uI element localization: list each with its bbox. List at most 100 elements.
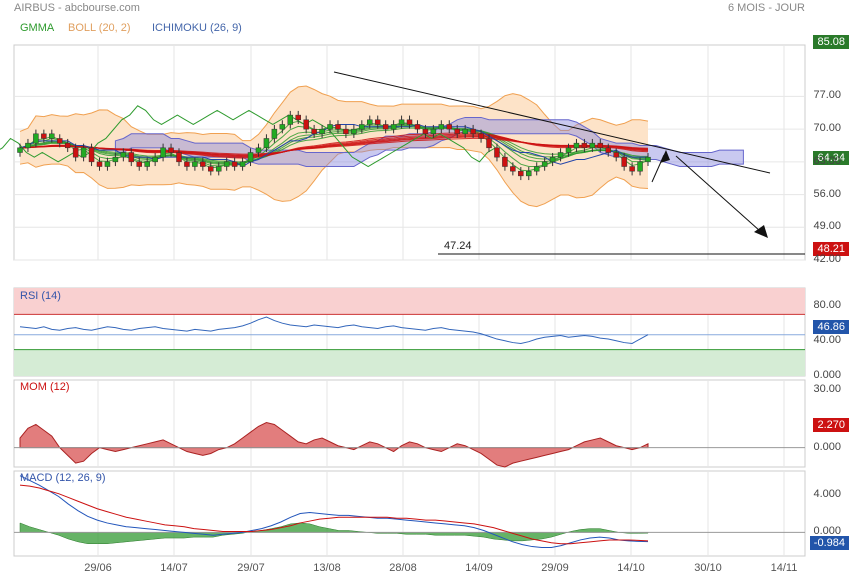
macd-line	[19, 475, 649, 548]
candle-body	[637, 161, 643, 172]
candle-body	[17, 147, 23, 153]
candle-body	[494, 147, 500, 158]
rsi-badge: 46.86	[813, 320, 849, 334]
macd-y-tick: 0.000	[813, 525, 841, 538]
candle-body	[573, 142, 580, 149]
candle-body	[446, 124, 453, 130]
candle-body	[335, 124, 341, 130]
candle-body	[263, 138, 270, 149]
candle-body	[152, 156, 158, 163]
candle-body	[215, 166, 222, 172]
candle-body	[112, 156, 119, 163]
candle-body	[438, 124, 445, 130]
candle-body	[541, 161, 548, 167]
gmma-line	[19, 137, 649, 155]
candle-body	[406, 119, 413, 125]
ichimoku-label: ICHIMOKU (26, 9)	[152, 22, 242, 34]
candle-body	[605, 147, 612, 153]
momentum-area	[19, 422, 649, 468]
candle-body	[49, 133, 55, 139]
candle-body	[414, 124, 421, 130]
candle-body	[239, 161, 246, 167]
y-tick-label: 77.00	[813, 89, 841, 102]
candle-body	[88, 147, 95, 163]
candle-body	[136, 161, 142, 167]
rsi-y-tick: 40.00	[813, 333, 841, 346]
candle-body	[557, 152, 564, 158]
candle-body	[502, 156, 508, 167]
candle-body	[597, 142, 604, 149]
candle-body	[271, 128, 278, 139]
candle-body	[96, 161, 103, 167]
rsi-line	[19, 316, 649, 344]
candle-body	[613, 152, 619, 158]
rsi-y-tick: 0.000	[813, 369, 841, 381]
candle-body	[565, 147, 572, 153]
candle-body	[510, 166, 516, 172]
candle-body	[343, 128, 349, 135]
rsi-overbought-zone	[14, 288, 805, 315]
candle-body	[56, 138, 63, 144]
x-tick-label: 14/10	[617, 562, 645, 574]
macd-badge: -0.984	[809, 536, 849, 550]
candle-body	[645, 156, 651, 163]
panel-frame	[13, 470, 806, 557]
y-tick-label: 49.00	[813, 220, 841, 233]
projection-arrowhead	[754, 225, 768, 238]
chikou-line	[0, 105, 496, 168]
candle-body	[80, 147, 87, 158]
candle-body	[120, 152, 127, 158]
bollinger-upper-line	[19, 85, 649, 142]
candle-body	[223, 161, 230, 167]
candle-body	[367, 119, 373, 125]
x-tick-label: 14/11	[770, 562, 798, 574]
candle-body	[41, 133, 47, 139]
rebound-arrowhead	[660, 150, 670, 163]
candle-body	[462, 128, 468, 135]
x-tick-label: 14/09	[465, 562, 493, 574]
x-tick-label: 30/10	[694, 562, 722, 574]
candle-body	[430, 128, 437, 135]
mom-y-tick: 0.000	[813, 440, 841, 453]
mom-title: MOM (12)	[20, 381, 70, 393]
chart-title: AIRBUS - abcbourse.com	[14, 2, 140, 14]
rsi-oversold-zone	[14, 349, 805, 376]
candle-body	[398, 119, 405, 125]
candle-body	[33, 133, 39, 144]
rsi-y-tick: 80.00	[813, 298, 841, 311]
x-tick-label: 13/08	[313, 562, 341, 574]
candle-body	[629, 166, 635, 172]
candle-body	[478, 133, 484, 139]
macd-y-tick: 4.000	[813, 487, 841, 500]
candle-body	[295, 114, 301, 121]
gmma-label: GMMA	[20, 22, 55, 34]
candle-body	[176, 152, 182, 163]
candle-body	[104, 161, 111, 167]
candle-body	[374, 119, 381, 125]
level-badge: 48.21	[813, 242, 849, 256]
candle-body	[247, 152, 254, 163]
boll-label: BOLL (20, 2)	[68, 22, 131, 34]
candle-body	[589, 142, 596, 149]
candle-body	[200, 161, 206, 167]
candle-body	[621, 156, 627, 167]
candle-body	[526, 170, 532, 177]
candle-body	[390, 124, 397, 130]
candle-body	[470, 128, 476, 135]
candle-body	[351, 128, 357, 135]
candle-body	[160, 147, 166, 158]
candle-body	[581, 142, 588, 149]
candle-body	[518, 170, 524, 177]
panel-frame	[13, 379, 806, 468]
candle-body	[382, 124, 389, 130]
y-tick-label: 56.00	[813, 187, 841, 200]
candle-body	[64, 142, 71, 149]
candle-body	[279, 124, 286, 130]
candle-body	[486, 138, 492, 149]
x-tick-label: 14/07	[160, 562, 188, 574]
last-price-badge: 64.34	[813, 151, 849, 165]
candle-body	[287, 114, 294, 125]
candle-body	[327, 124, 333, 130]
